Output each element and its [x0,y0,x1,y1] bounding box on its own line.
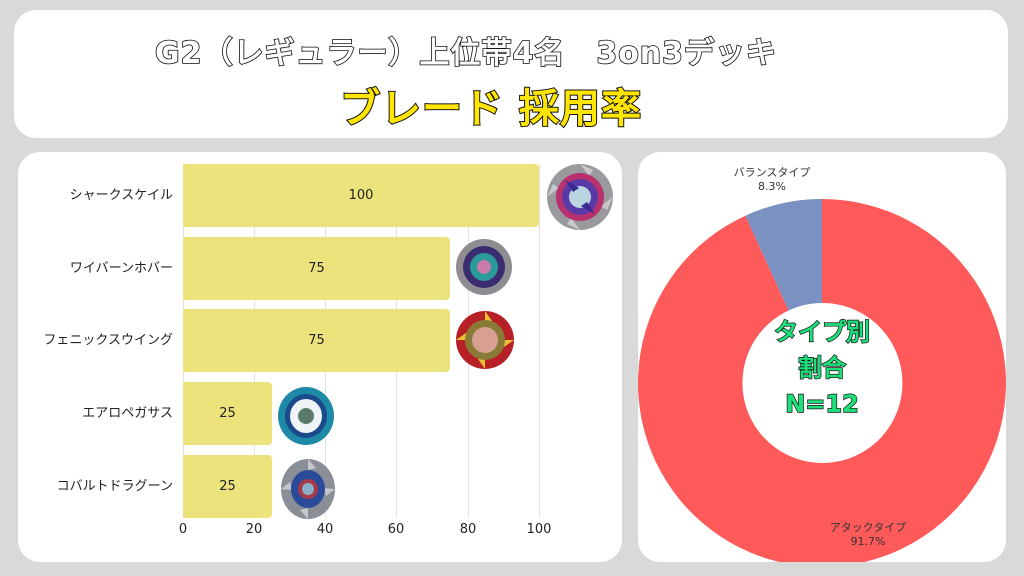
bar-value: 75 [308,261,325,276]
page-subtitle: G2（レギュラー）上位帯4名 3on3デッキ [154,35,778,72]
cobalt-dragoon-blade-icon [281,459,335,519]
bar-aeropegasus: 25 [183,382,272,445]
center-line-1: タイプ別 [773,317,870,346]
x-tick: 100 [526,522,552,537]
bar-sharkscale: 100 [183,164,539,227]
donut-label-attack: アタックタイプ 91.7% [818,521,918,549]
type-ratio-donut-chart: バランスタイプ 8.3% アタックタイプ 91.7% タイプ別 割合 N=12 [638,152,1006,562]
x-tick: 20 [245,522,263,537]
bar-value: 100 [348,188,374,203]
bar-value: 25 [219,406,236,421]
wyvern-hover-blade-icon [456,239,512,295]
bar-label: フェニックスウイング [43,333,173,348]
donut-slice-balance [745,199,822,311]
x-tick: 80 [459,522,477,537]
page-title: ブレード 採用率 [339,85,642,133]
donut-slice-attack [638,199,1006,562]
slice-name: バランスタイプ [733,166,811,179]
bar-label: ワイバーンホバー [69,261,173,276]
bar-phoenixwing: 75 [183,309,450,372]
shark-scale-blade-icon [547,164,613,230]
aero-pegasus-blade-icon [278,387,334,445]
gridline-100 [539,164,540,518]
center-line-3: N=12 [785,389,860,418]
donut-center-title: タイプ別 割合 N=12 [742,314,902,422]
bar-cobaltdragoon: 25 [183,455,272,518]
slice-pct: 91.7% [850,535,886,548]
bar-label: コバルトドラグーン [56,479,173,494]
bar-wyvernhover: 75 [183,237,450,300]
donut-label-balance: バランスタイプ 8.3% [722,166,822,194]
bar-value: 25 [219,479,236,494]
x-tick: 0 [178,522,188,537]
donut-graphic [638,199,1006,562]
bar-label: エアロペガサス [82,406,173,421]
slice-pct: 8.3% [758,180,786,193]
center-line-2: 割合 [797,353,846,382]
x-tick: 40 [316,522,334,537]
slice-name: アタックタイプ [829,521,907,534]
bar-label: シャークスケイル [69,188,173,203]
phoenix-wing-blade-icon [456,311,514,369]
x-tick: 60 [387,522,405,537]
bar-value: 75 [308,333,325,348]
blade-usage-bar-chart: シャークスケイル 100 ワイバーンホバー 75 フェニックスウイング 75 エ… [18,152,622,562]
header-card: G2（レギュラー）上位帯4名 3on3デッキ ブレード 採用率 [14,10,1008,138]
